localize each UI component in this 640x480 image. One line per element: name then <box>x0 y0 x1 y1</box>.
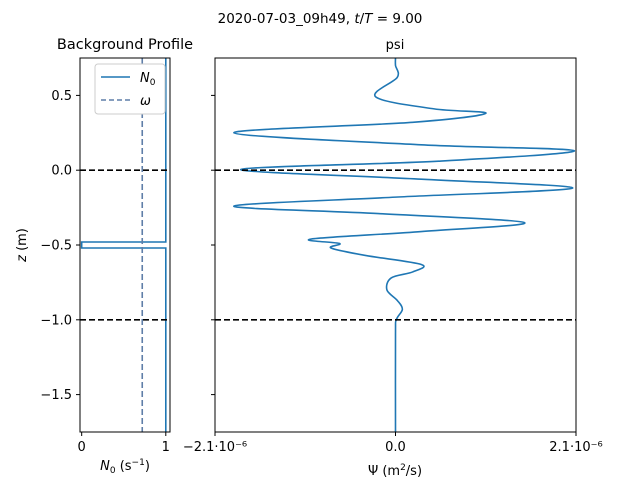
background-profile-title: Background Profile <box>57 37 193 53</box>
psi-title: psi <box>386 38 405 53</box>
background-profile-plot-area <box>80 58 170 432</box>
legend-box <box>94 63 166 115</box>
y-tick-label: −1.0 <box>40 313 72 328</box>
legend: N0 ω <box>94 63 166 115</box>
legend-omega-label: ω <box>140 94 151 109</box>
psi-profile-line <box>233 57 576 433</box>
x-tick-label: 1 <box>162 440 170 455</box>
psi-x-ticks: −2.1·10⁻⁶ 0.0 2.1·10⁻⁶ <box>183 432 603 455</box>
left-x-axis-label: N0 (s−1) <box>100 458 150 476</box>
x-tick-label: 0 <box>78 440 86 455</box>
y-tick-label: 0.5 <box>51 89 72 104</box>
psi-x-axis-label: Ψ (m2/s) <box>368 463 422 479</box>
y-axis-label: z (m) <box>15 228 30 263</box>
x-tick-label: −2.1·10⁻⁶ <box>183 440 247 455</box>
left-y-ticks: 0.5 0.0 −0.5 −1.0 −1.5 <box>40 89 80 403</box>
y-tick-label: −1.5 <box>40 388 72 403</box>
suptitle-date: 2020-07-03_09h49, <box>218 11 355 27</box>
psi-plot-area <box>215 57 576 433</box>
y-tick-label: −0.5 <box>40 239 72 254</box>
psi-panel: psi −2.1·10⁻⁶ 0.0 2.1·10⁻⁶ Ψ (m2/s) <box>183 38 603 479</box>
figure-suptitle: 2020-07-03_09h49, t/T = 9.00 <box>218 11 423 27</box>
x-tick-label: 0.0 <box>385 440 406 455</box>
psi-y-ticks <box>211 94 215 396</box>
legend-n0-label: N0 <box>140 71 156 88</box>
x-tick-label: 2.1·10⁻⁶ <box>549 440 602 455</box>
suptitle-t: t <box>354 11 360 27</box>
series-n0 <box>80 58 167 432</box>
y-tick-label: 0.0 <box>51 164 72 179</box>
